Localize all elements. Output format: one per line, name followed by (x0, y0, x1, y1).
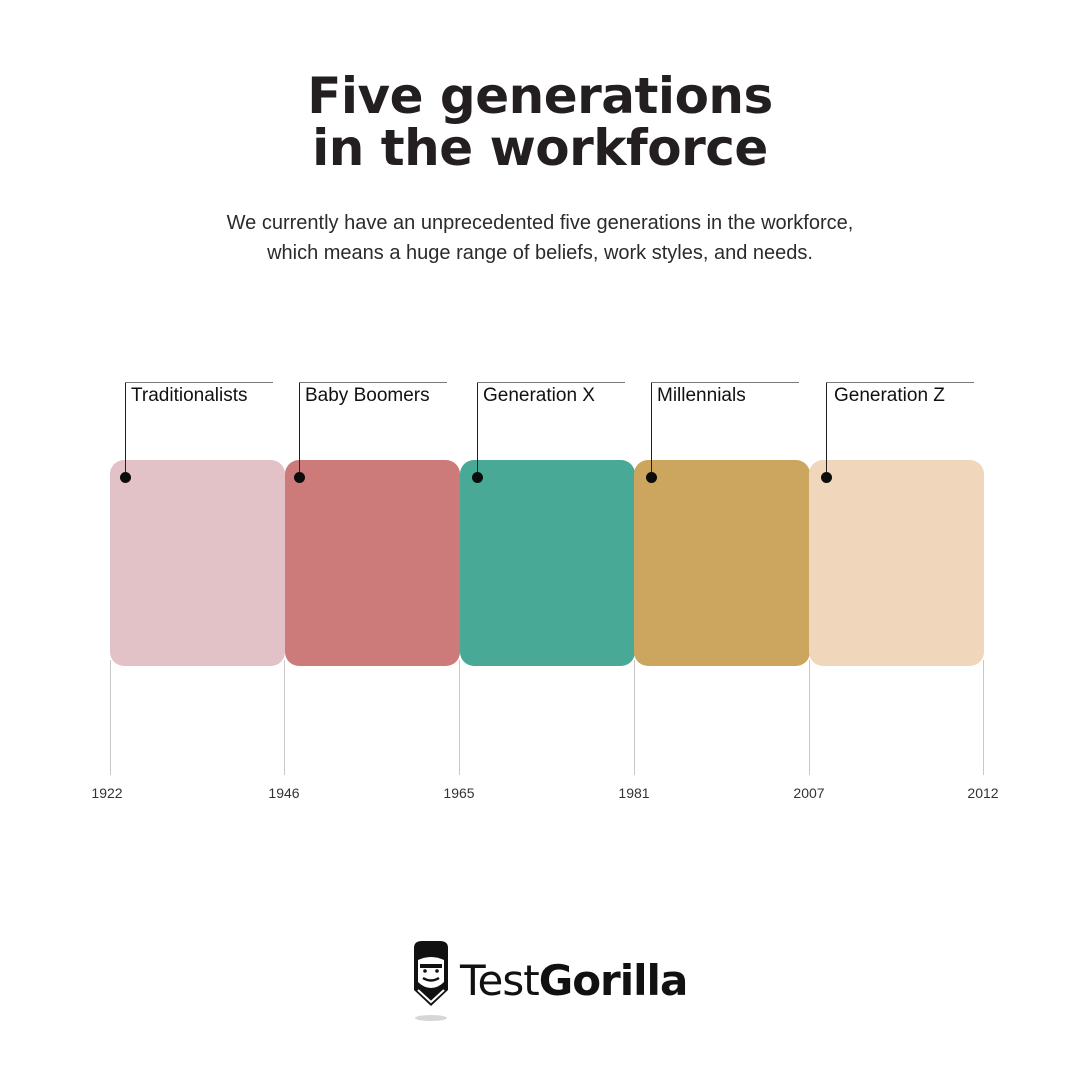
page-title: Five generations in the workforce (0, 70, 1080, 174)
page-subtitle: We currently have an unprecedented five … (0, 208, 1080, 268)
marker-dot-icon (472, 472, 483, 483)
testgorilla-logo: TestGorilla (410, 940, 688, 1022)
block-generation-z (809, 460, 984, 666)
block-traditionalists (110, 460, 285, 666)
marker-dot-icon (646, 472, 657, 483)
logo-text-bold: Gorilla (538, 956, 689, 1005)
block-generation-x (460, 460, 635, 666)
callout-line (651, 382, 799, 383)
generation-label: Generation Z (834, 385, 945, 406)
callout-line (826, 382, 827, 478)
block-baby-boomers (285, 460, 460, 666)
tick-line (284, 660, 285, 775)
subtitle-line-1: We currently have an unprecedented five … (226, 212, 854, 234)
marker-dot-icon (294, 472, 305, 483)
year-label: 2012 (967, 785, 999, 801)
year-label: 1965 (443, 785, 475, 801)
callout-line (125, 382, 126, 478)
tick-line (459, 660, 460, 775)
callout-line (477, 382, 625, 383)
tick-line (110, 660, 111, 775)
year-label: 2007 (793, 785, 825, 801)
generation-label: Baby Boomers (305, 385, 430, 406)
year-label: 1946 (268, 785, 300, 801)
year-label: 1922 (91, 785, 123, 801)
callout-line (299, 382, 300, 478)
generation-label: Generation X (483, 385, 595, 406)
generation-label: Traditionalists (131, 385, 248, 406)
tick-line (634, 660, 635, 775)
callout-line (826, 382, 974, 383)
callout-line (477, 382, 478, 478)
year-label: 1981 (618, 785, 650, 801)
callout-line (125, 382, 273, 383)
tick-line (983, 660, 984, 775)
marker-dot-icon (120, 472, 131, 483)
gorilla-pencil-icon (414, 941, 448, 1021)
logo-wordmark: TestGorilla (460, 956, 689, 1005)
callout-line (299, 382, 447, 383)
tick-line (809, 660, 810, 775)
logo-text-light: Test (460, 956, 540, 1005)
callout-line (651, 382, 652, 478)
title-line-1: Five generations (307, 67, 773, 125)
block-millennials (634, 460, 810, 666)
title-line-2: in the workforce (312, 119, 768, 177)
marker-dot-icon (821, 472, 832, 483)
subtitle-line-2: which means a huge range of beliefs, wor… (267, 242, 813, 264)
generation-label: Millennials (657, 385, 746, 406)
